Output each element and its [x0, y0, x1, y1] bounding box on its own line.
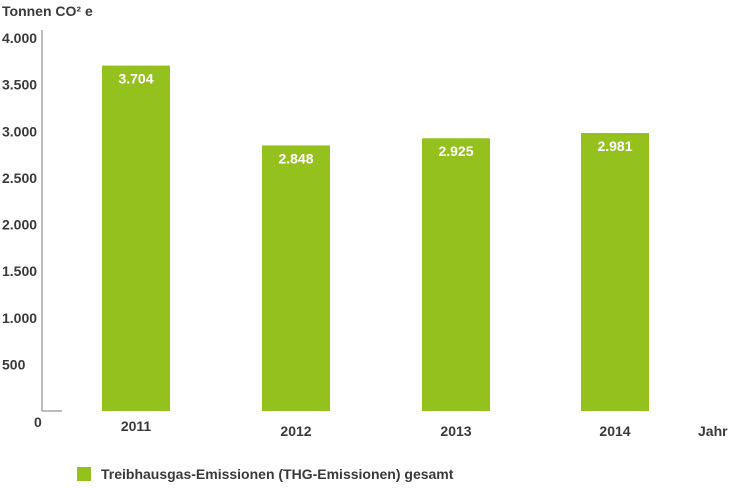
- y-tick-label: 500: [2, 356, 26, 372]
- y-axis-title: Tonnen CO² e: [2, 3, 93, 19]
- legend: Treibhausgas-Emissionen (THG-Emissionen)…: [77, 466, 453, 482]
- bar-value-label: 2.925: [438, 143, 473, 159]
- origin-label: 0: [34, 414, 42, 430]
- legend-swatch: [77, 467, 91, 481]
- bar: [581, 133, 649, 412]
- bars: 3.704 2.848 2.925 2.981: [102, 65, 649, 412]
- bar: [422, 138, 490, 411]
- bar-value-label: 3.704: [118, 71, 153, 87]
- y-tick-label: 2.500: [2, 170, 37, 186]
- y-tick-label: 3.500: [2, 77, 37, 93]
- x-tick-labels: 2011 2012 2013 2014: [121, 418, 631, 439]
- bar: [102, 65, 170, 412]
- bar-value-label: 2.848: [278, 150, 313, 166]
- y-tick-label: 1.500: [2, 263, 37, 279]
- bar-value-label: 2.981: [597, 138, 632, 154]
- x-axis-title: Jahr: [698, 423, 728, 439]
- bar: [262, 145, 330, 411]
- x-tick-label: 2012: [280, 423, 311, 439]
- y-tick-label: 4.000: [2, 30, 37, 46]
- x-tick-label: 2011: [121, 418, 152, 434]
- y-tick-labels: 500 1.000 1.500 2.000 2.500 3.000 3.500 4.000: [2, 30, 37, 372]
- legend-label: Treibhausgas-Emissionen (THG-Emissionen)…: [101, 466, 454, 482]
- y-tick-label: 2.000: [2, 217, 37, 233]
- y-tick-label: 3.000: [2, 123, 37, 139]
- x-tick-label: 2014: [599, 423, 630, 439]
- y-tick-label: 1.000: [2, 310, 37, 326]
- x-tick-label: 2013: [440, 423, 471, 439]
